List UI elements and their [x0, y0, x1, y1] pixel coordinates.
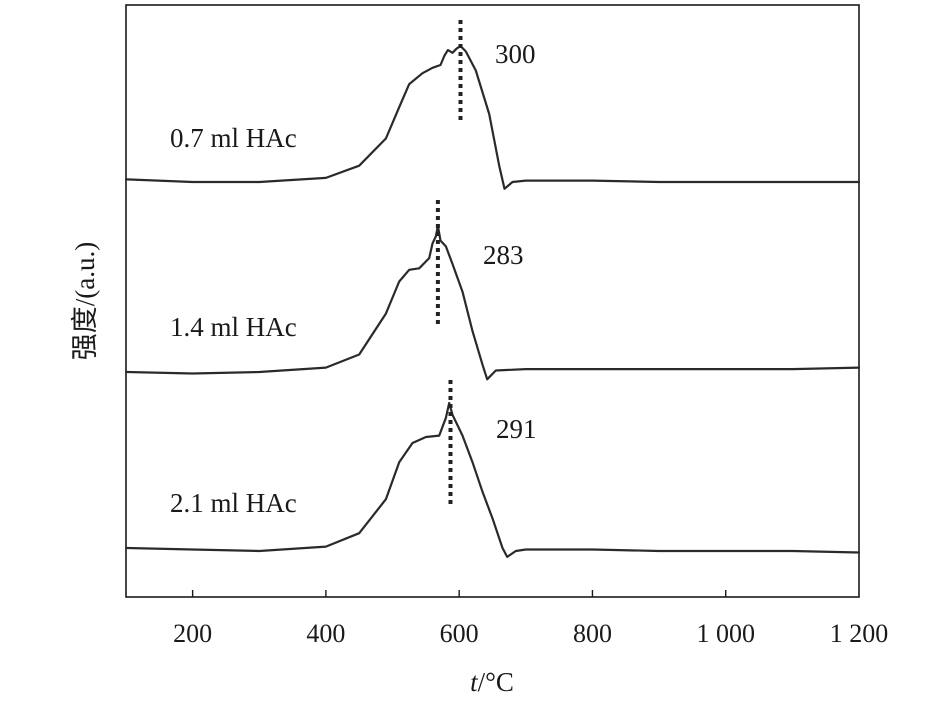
x-tick-label: 1 000: [696, 619, 755, 648]
plot-frame: [125, 4, 860, 598]
series-labels-group: 0.7 ml HAc 300 1.4 ml HAc 283 2.1 ml HAc 291: [170, 39, 537, 518]
peak-marker-dot: [448, 396, 453, 400]
peak-marker-dot: [448, 484, 453, 488]
peak-marker-dot: [448, 436, 453, 440]
peak-marker-dot: [458, 60, 463, 64]
y-axis-title: 强度/(a.u.): [70, 242, 100, 360]
peak-marker-dot: [435, 248, 440, 252]
peak-marker-dot: [435, 280, 440, 284]
peak-marker-dot: [448, 412, 453, 416]
peak-marker-dot: [435, 256, 440, 260]
peak-marker-dot: [435, 272, 440, 276]
x-axis-title-unit: /°C: [478, 667, 514, 697]
peak-marker-dot: [458, 36, 463, 40]
peak-marker-dot: [435, 312, 440, 316]
peak-marker-dot: [448, 492, 453, 496]
x-axis-title: t/°C: [470, 667, 514, 697]
peak-marker-dot: [458, 84, 463, 88]
peak-marker-dot: [458, 68, 463, 72]
series-curve-1: [124, 44, 861, 190]
peak-marker-dot: [458, 108, 463, 112]
peak-marker-dot: [448, 460, 453, 464]
peak-marker-dot: [458, 116, 463, 120]
peak-marker-dot: [458, 76, 463, 80]
peak-marker-dot: [435, 232, 440, 236]
series-curve-3: [124, 401, 861, 558]
peak-marker-dot: [435, 320, 440, 324]
peak-marker-dot: [458, 28, 463, 32]
peak-marker-dot: [448, 500, 453, 504]
x-tick-label: 400: [306, 619, 345, 648]
series-label-1: 0.7 ml HAc: [170, 123, 297, 153]
peak-marker-dot: [458, 44, 463, 48]
peak-marker-dot: [448, 404, 453, 408]
peak-marker-dot: [435, 296, 440, 300]
peak-marker-dot: [435, 216, 440, 220]
peak-value-label-3: 291: [496, 414, 537, 444]
peak-markers-group: [435, 20, 463, 504]
peak-marker-dot: [448, 476, 453, 480]
peak-marker-dot: [435, 288, 440, 292]
x-tick-label: 600: [440, 619, 479, 648]
peak-value-label-1: 300: [495, 39, 536, 69]
peak-value-label-2: 283: [483, 240, 524, 270]
peak-marker-dot: [458, 100, 463, 104]
peak-marker-dot: [448, 468, 453, 472]
peak-marker-dot: [448, 452, 453, 456]
peak-marker-dot: [458, 20, 463, 24]
peak-marker-dot: [435, 264, 440, 268]
peak-marker-dot: [435, 304, 440, 308]
x-axis-ticks: 200 400 600 800 1 000 1 200: [173, 590, 888, 648]
x-tick-label: 200: [173, 619, 212, 648]
peak-marker-dot: [448, 388, 453, 392]
peak-marker-dot: [435, 240, 440, 244]
x-tick-label: 1 200: [830, 619, 889, 648]
x-tick-label: 800: [573, 619, 612, 648]
peak-marker-dot: [448, 380, 453, 384]
series-curve-2: [124, 224, 861, 381]
peak-marker-dot: [435, 208, 440, 212]
peak-marker-dot: [448, 428, 453, 432]
peak-marker-dot: [448, 420, 453, 424]
peak-marker-dot: [448, 444, 453, 448]
peak-marker-dot: [435, 200, 440, 204]
peak-marker-dot: [458, 92, 463, 96]
peak-marker-3: [448, 380, 453, 504]
peak-marker-1: [458, 20, 463, 120]
curves-group: [124, 44, 861, 558]
x-axis-title-variable: t: [470, 667, 479, 697]
peak-marker-dot: [435, 224, 440, 228]
series-label-3: 2.1 ml HAc: [170, 488, 297, 518]
peak-marker-dot: [458, 52, 463, 56]
series-label-2: 1.4 ml HAc: [170, 312, 297, 342]
peak-marker-2: [435, 200, 440, 324]
